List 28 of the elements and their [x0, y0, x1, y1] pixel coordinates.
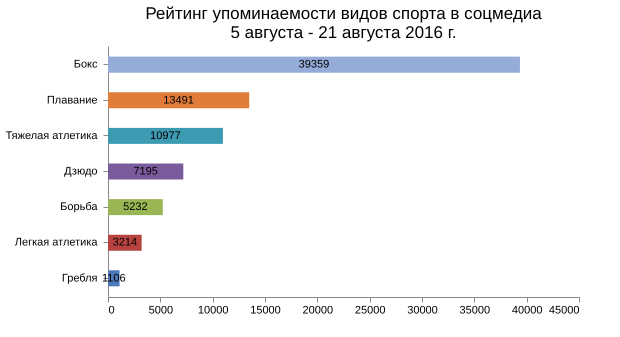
y-tick-label: Тяжелая атлетика [6, 130, 98, 142]
data-label: 7195 [133, 166, 158, 178]
data-label: 39359 [298, 58, 330, 71]
y-tick-label: Бокс [74, 58, 98, 71]
x-tick-label: 0 [108, 304, 115, 316]
x-tick-label: 15000 [250, 304, 281, 316]
x-tick-label: 45000 [548, 304, 580, 316]
x-tick-label: 35000 [460, 304, 490, 316]
x-tick-label: 30000 [407, 304, 438, 316]
x-tick-label: 20000 [302, 304, 334, 316]
y-tick-label: Плавание [46, 94, 98, 106]
y-tick-label: Борьба [60, 201, 98, 214]
x-tick-label: 25000 [354, 304, 386, 316]
y-tick-label: Гребля [62, 272, 98, 284]
x-tick-label: 10000 [198, 304, 228, 316]
bar [108, 92, 250, 108]
data-label: 3214 [112, 236, 138, 249]
chart-title: Рейтинг упоминаемости видов спорта в соцмедиа 5 августа - 21 августа 2016 г. [145, 4, 542, 42]
y-tick-label: Легкая атлетика [14, 236, 98, 249]
x-tick-label: 40000 [512, 304, 542, 316]
bar [108, 128, 223, 144]
bar [108, 56, 520, 73]
data-label: 5232 [123, 201, 148, 214]
bar [108, 163, 184, 180]
data-label: 10977 [150, 130, 181, 142]
y-tick-label: Дзюдо [64, 166, 98, 178]
data-label: 13491 [163, 94, 194, 106]
x-tick-label: 5000 [148, 304, 174, 316]
